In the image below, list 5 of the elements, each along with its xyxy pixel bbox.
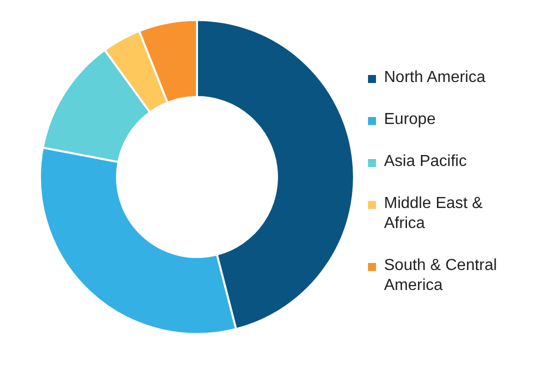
legend-label: North America bbox=[384, 68, 486, 88]
legend-label: Asia Pacific bbox=[384, 152, 467, 172]
legend-label: Middle East & Africa bbox=[384, 194, 484, 234]
legend-label: South & Central America bbox=[384, 256, 498, 296]
legend-label: Europe bbox=[384, 110, 436, 130]
